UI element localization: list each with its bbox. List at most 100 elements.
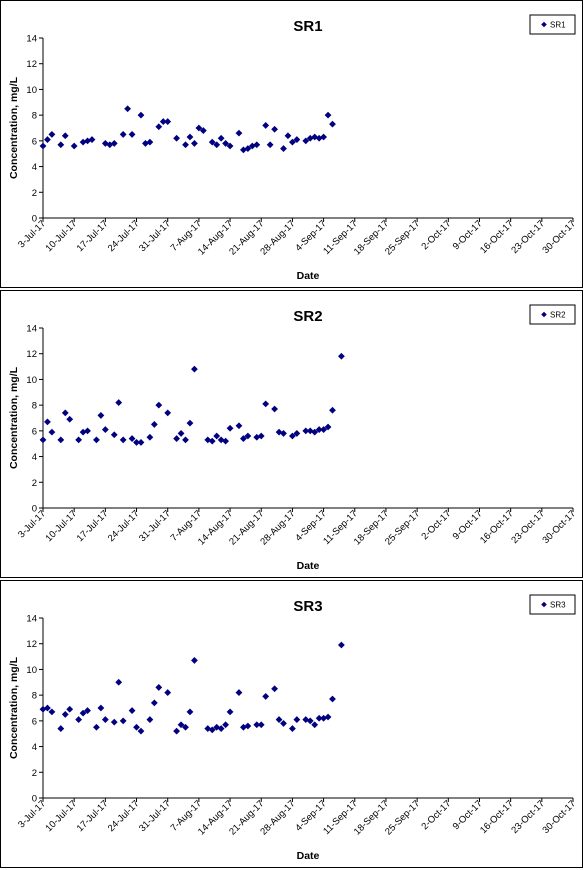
chart-title: SR2 (293, 308, 322, 325)
x-tick-label: 24-Jul-17 (106, 218, 142, 254)
data-point (84, 707, 91, 714)
y-tick-label: 8 (32, 691, 37, 702)
data-point (164, 118, 172, 125)
data-point (110, 718, 118, 726)
data-point (48, 131, 56, 138)
data-point (320, 133, 327, 141)
y-tick-label: 14 (26, 324, 37, 335)
data-point (226, 142, 234, 150)
legend-label: SR2 (550, 311, 566, 320)
data-point (284, 132, 292, 140)
data-point (302, 427, 310, 435)
data-point (137, 111, 145, 119)
data-point (244, 145, 252, 152)
y-tick-label: 2 (32, 478, 37, 489)
chart-title: SR3 (293, 598, 322, 615)
legend-box (529, 304, 576, 325)
data-point (61, 711, 69, 718)
chart-panel-sr1: SR1 0 2 4 6 8 10 12 14 3-Jul-17 10-Jul-17 17-Jul-17… (0, 0, 583, 288)
data-point (79, 709, 87, 717)
data-point (173, 134, 181, 142)
chart-panel-sr3: SR3 0 2 4 6 8 10 12 14 3-Jul-17 10-Jul-17 17-Jul-17… (0, 580, 583, 868)
data-point (208, 726, 216, 734)
data-point (79, 428, 87, 436)
data-point (302, 137, 310, 145)
data-point (324, 713, 332, 721)
y-tick-label: 12 (26, 639, 37, 650)
data-point (142, 140, 149, 147)
data-point (164, 409, 172, 417)
x-tick-label: 17-Jul-17 (75, 508, 111, 544)
data-point (44, 136, 51, 143)
data-point (208, 138, 216, 146)
legend-marker (541, 601, 547, 608)
y-tick-label: 10 (26, 375, 37, 386)
data-point (146, 433, 154, 441)
data-point (275, 428, 283, 436)
data-point (159, 118, 167, 125)
data-point (79, 138, 87, 146)
data-point (338, 352, 345, 360)
data-point (182, 723, 189, 731)
x-axis-title: Date (297, 270, 320, 282)
data-point (253, 721, 261, 729)
x-tick-label: 31-Jul-17 (137, 218, 173, 254)
data-point (222, 437, 230, 445)
data-point (280, 720, 287, 727)
data-point (66, 415, 74, 423)
data-point (311, 133, 319, 141)
data-point (155, 684, 163, 691)
data-point (57, 141, 65, 149)
x-tick-label: 2-Oct-17 (419, 798, 453, 832)
data-point (84, 427, 91, 435)
data-point (39, 142, 47, 150)
data-point (199, 127, 207, 134)
x-tick-label: 30-Oct-17 (540, 508, 578, 546)
data-point (257, 721, 265, 729)
data-point (213, 723, 221, 731)
data-point (115, 399, 123, 406)
data-point (248, 142, 256, 150)
data-point (289, 432, 296, 440)
data-point (338, 641, 345, 649)
data-point (146, 716, 154, 723)
data-point (173, 435, 181, 442)
data-point (146, 138, 154, 146)
y-tick-label: 14 (26, 34, 37, 45)
data-point (128, 131, 136, 138)
data-point (119, 436, 127, 444)
data-point (133, 723, 140, 731)
data-point (226, 424, 234, 432)
chart-panel-sr2: SR2 0 2 4 6 8 10 12 14 3-Jul-17 10-Jul-17 17-Jul-17… (0, 290, 583, 578)
x-tick-label: 2-Oct-17 (419, 218, 453, 252)
y-tick-label: 4 (32, 452, 37, 463)
data-point (61, 409, 69, 417)
data-point (226, 708, 234, 716)
data-point (124, 105, 132, 113)
data-point (177, 430, 185, 437)
data-point (204, 725, 212, 732)
data-point (110, 140, 118, 147)
data-point (315, 714, 323, 722)
data-point (101, 426, 109, 433)
data-point (306, 717, 314, 725)
data-point (240, 146, 247, 154)
scatter-chart: SR2024681012143-Jul-1710-Jul-1717-Jul-17… (8, 304, 578, 572)
legend-marker (541, 21, 547, 28)
data-point (191, 365, 198, 373)
data-point (137, 727, 145, 735)
x-tick-label: 17-Jul-17 (75, 218, 111, 254)
data-point (235, 689, 243, 696)
data-point (240, 435, 247, 442)
data-point (271, 685, 278, 693)
y-tick-label: 10 (26, 85, 37, 96)
data-point (93, 436, 100, 444)
data-point (315, 134, 323, 142)
data-point (93, 723, 100, 731)
data-point (315, 426, 323, 433)
y-tick-label: 6 (32, 136, 37, 147)
y-axis-title: Concentration, mg/L (8, 76, 20, 179)
data-point (266, 141, 274, 149)
data-point (280, 145, 287, 152)
data-point (262, 400, 270, 408)
